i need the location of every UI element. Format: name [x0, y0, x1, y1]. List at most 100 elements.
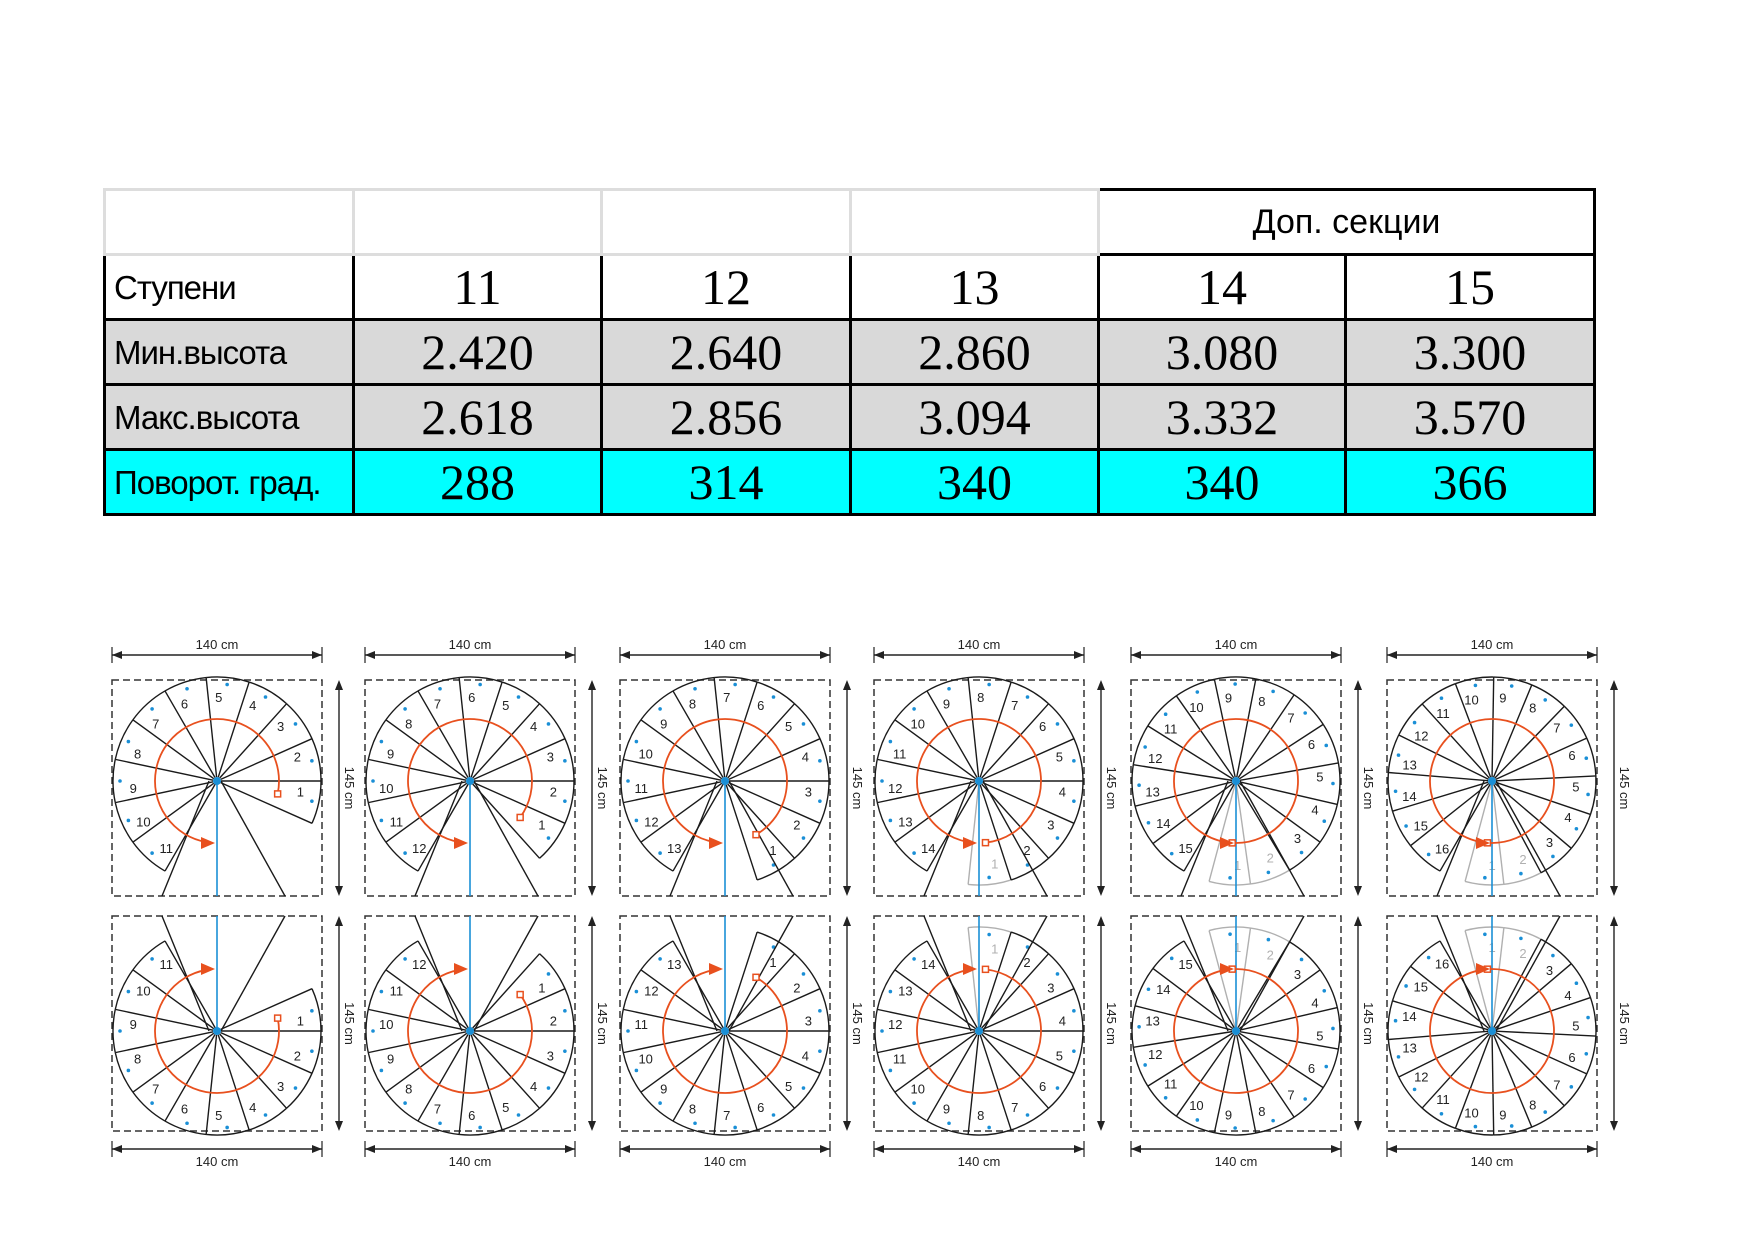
step-arc [1570, 963, 1592, 998]
step-arc [114, 802, 134, 843]
step-arc [501, 1107, 541, 1131]
step-edge [217, 681, 250, 778]
step-number: 9 [130, 1017, 137, 1032]
step-arc [1132, 725, 1149, 765]
step-edge [725, 784, 758, 881]
walk-line [1173, 968, 1299, 1094]
step-number: 3 [1546, 835, 1553, 850]
height-label: 145 cm [1361, 767, 1376, 810]
arrow-icon [1220, 837, 1234, 849]
walk-line [916, 968, 1042, 1094]
dimension-arrow [335, 1121, 343, 1131]
baluster-dot [516, 1113, 521, 1117]
step-arc [1589, 997, 1597, 1037]
step-arc [1336, 1007, 1341, 1050]
baluster-dot [379, 818, 384, 823]
dimension-arrow [1587, 651, 1597, 659]
step-arc [874, 759, 878, 803]
step-arc [1531, 1105, 1565, 1128]
step-edge [417, 1034, 469, 1122]
baluster-dot [1233, 682, 1237, 686]
step-edge [1208, 930, 1236, 1028]
baluster-dot [263, 1113, 268, 1117]
dimension-arrow [335, 680, 343, 690]
step-edge [368, 1008, 467, 1031]
step-number: 6 [1568, 748, 1575, 763]
baluster-dot [1169, 956, 1174, 961]
dimension-arrow [565, 651, 575, 659]
step-edge [623, 781, 722, 804]
center-pole [1488, 1027, 1496, 1035]
step-arc [876, 802, 896, 843]
baluster-dot [1137, 783, 1141, 788]
step-edge [894, 782, 977, 843]
step-arc [1131, 764, 1136, 807]
step-number: 5 [1056, 1048, 1063, 1063]
step-arc [1293, 694, 1324, 725]
baluster-dot [403, 851, 407, 855]
step-number: 4 [530, 1079, 537, 1094]
step-number: 7 [1287, 711, 1294, 726]
step-arc [819, 738, 830, 782]
baluster-dot [379, 989, 384, 994]
step-edge [473, 738, 566, 781]
step-number: 5 [1316, 1029, 1323, 1044]
step-number: 12 [1148, 751, 1162, 766]
landing-edge [1495, 915, 1561, 1032]
step-edge [1147, 725, 1233, 780]
dimension-arrow [112, 1145, 122, 1153]
baluster-dot [1163, 1095, 1168, 1100]
table-cell: 11 [352, 253, 603, 321]
step-number: 10 [379, 781, 393, 796]
step-edge [727, 703, 796, 779]
step-edge [640, 1032, 723, 1093]
step-edge [472, 703, 541, 779]
baluster-dot [987, 875, 991, 880]
width-label: 140 cm [449, 637, 492, 652]
baluster-dot [546, 1086, 551, 1090]
step-number: 1 [991, 857, 998, 872]
step-number: 4 [530, 719, 537, 734]
table-cell: 288 [352, 448, 603, 516]
width-label: 140 cm [196, 1154, 239, 1169]
step-arc [1289, 841, 1321, 871]
table-row: Поворот. град. 288 314 340 340 366 [103, 448, 1596, 516]
step-number: 5 [215, 1108, 222, 1123]
baluster-dot [801, 836, 806, 840]
dimension-arrow [1097, 1121, 1105, 1131]
baluster-dot [1569, 723, 1574, 727]
step-arc [876, 1052, 896, 1093]
baluster-dot [1439, 1111, 1444, 1116]
step-edge [894, 719, 977, 780]
step-arc [620, 759, 624, 803]
step-number: 7 [1553, 1077, 1560, 1092]
baluster-dot [371, 779, 375, 783]
step-number: 13 [898, 984, 912, 999]
baluster-dot [1025, 1113, 1030, 1117]
step-edge [1134, 781, 1233, 807]
step-number: 15 [1414, 818, 1428, 833]
dimension-arrow [820, 651, 830, 659]
step-edge [725, 931, 758, 1028]
step-number: 10 [638, 746, 652, 761]
dimension-arrow [620, 651, 630, 659]
step-arc [164, 1120, 207, 1136]
step-arc [1540, 847, 1572, 874]
step-arc [926, 676, 969, 692]
landing-edge [414, 915, 463, 1032]
baluster-dot [1025, 945, 1030, 949]
step-arc [1531, 684, 1565, 707]
table-body: Ступени 11 12 13 14 15 Мин.высота 2.420 2.640 2.8… [103, 253, 1596, 516]
step-number: 4 [1564, 810, 1571, 825]
step-edge [1238, 782, 1321, 843]
dimension-arrow [1354, 680, 1362, 690]
table-cell: 13 [849, 253, 1100, 321]
baluster-dot [1072, 1009, 1076, 1013]
baluster-dot [1072, 759, 1076, 763]
step-edge [1494, 783, 1572, 849]
step-number: 2 [294, 750, 301, 765]
step-arc [1147, 1085, 1177, 1117]
step-arc [365, 1009, 369, 1053]
table-cell: 3.094 [849, 383, 1100, 451]
table-row: Макс.высота 2.618 2.856 3.094 3.332 3.570 [103, 383, 1596, 451]
